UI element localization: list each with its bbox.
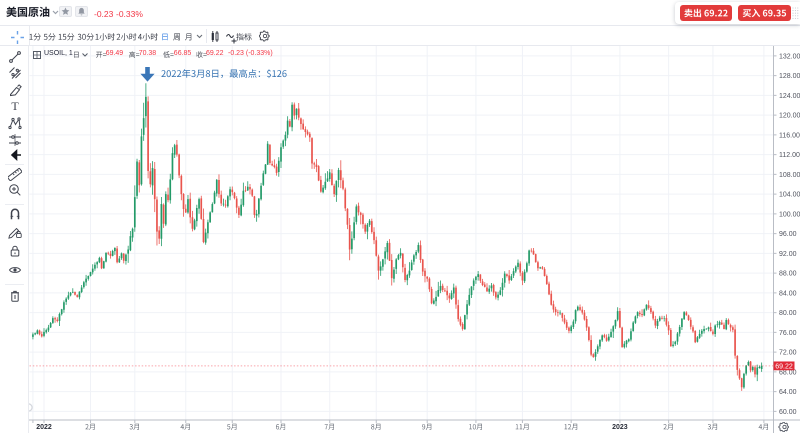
svg-text:120.00: 120.00 [779, 113, 800, 120]
svg-text:64.00: 64.00 [779, 389, 797, 396]
svg-text:80.00: 80.00 [779, 310, 797, 317]
svg-text:128.00: 128.00 [779, 73, 800, 80]
svg-text:76.00: 76.00 [779, 330, 797, 337]
svg-text:69.22: 69.22 [775, 363, 793, 370]
svg-text:132.00: 132.00 [779, 53, 800, 60]
svg-text:96.00: 96.00 [779, 231, 797, 238]
svg-text:88.00: 88.00 [779, 271, 797, 278]
svg-text:124.00: 124.00 [779, 93, 800, 100]
svg-text:108.00: 108.00 [779, 172, 800, 179]
svg-text:2023: 2023 [612, 424, 628, 431]
svg-text:104.00: 104.00 [779, 192, 800, 199]
svg-text:92.00: 92.00 [779, 251, 797, 258]
svg-text:112.00: 112.00 [779, 152, 800, 159]
svg-text:100.00: 100.00 [779, 211, 800, 218]
svg-text:72.00: 72.00 [779, 350, 797, 357]
svg-text:T: T [11, 99, 19, 113]
svg-text:2022: 2022 [36, 424, 52, 431]
svg-text:116.00: 116.00 [779, 132, 800, 139]
svg-text:60.00: 60.00 [779, 409, 797, 416]
svg-text:68.00: 68.00 [779, 369, 797, 376]
svg-text:84.00: 84.00 [779, 290, 797, 297]
